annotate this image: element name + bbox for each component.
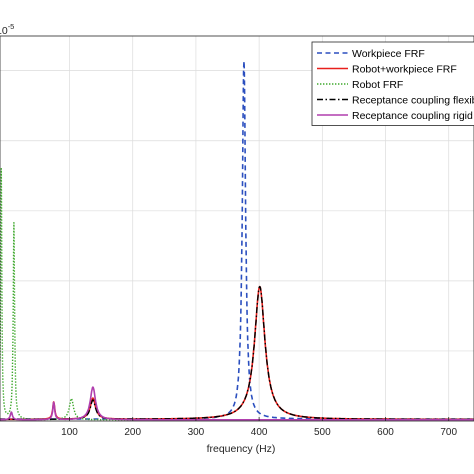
legend-entry: Receptance coupling flexible [352,94,474,106]
x-tick-label: 100 [61,427,78,438]
x-tick-label: 400 [251,427,268,438]
x-tick-label: 300 [188,427,205,438]
legend: Workpiece FRF Robot+workpiece FRF Robot FR… [311,41,474,126]
legend-entry: Workpiece FRF [352,48,425,60]
x-tick-label: 700 [440,427,457,438]
x-tick-label: 600 [377,427,394,438]
series-line [0,386,474,421]
series-layer [0,60,474,421]
y-exponent-base: 10 [0,25,8,37]
legend-entry: Robot+workpiece FRF [352,63,457,75]
x-tick-label: 200 [124,427,141,438]
x-tick-label: 500 [314,427,331,438]
x-axis-label: frequency (Hz) [207,443,276,455]
plot-area-frame [0,35,474,422]
y-exponent-power: -5 [8,22,15,31]
legend-entry: Receptance coupling rigid [352,110,473,122]
axis-ticks: 100 200 300 400 500 600 700 [61,417,457,438]
y-exponent-label: 10-5 [0,22,14,37]
legend-entry: Robot FRF [352,79,403,91]
